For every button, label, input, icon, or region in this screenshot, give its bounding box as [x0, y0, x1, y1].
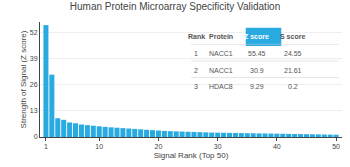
svg-text:30.9: 30.9: [250, 67, 264, 74]
svg-text:0.2: 0.2: [288, 83, 298, 90]
svg-text:13: 13: [30, 107, 38, 114]
svg-text:20: 20: [155, 143, 163, 150]
svg-text:10: 10: [95, 143, 103, 150]
svg-text:Human Protein Microarray Speci: Human Protein Microarray Specificity Val…: [70, 1, 280, 12]
svg-text:26: 26: [30, 81, 38, 88]
svg-text:9.29: 9.29: [250, 83, 264, 90]
svg-text:50: 50: [332, 143, 340, 150]
svg-text:1: 1: [194, 50, 198, 57]
svg-text:52: 52: [30, 29, 38, 36]
svg-text:Protein: Protein: [209, 33, 233, 40]
svg-text:Z score: Z score: [244, 33, 269, 40]
svg-text:24.55: 24.55: [284, 50, 302, 57]
svg-text:NACC1: NACC1: [209, 50, 233, 57]
svg-text:S score: S score: [280, 33, 305, 40]
svg-text:55.45: 55.45: [248, 50, 266, 57]
svg-text:Signal Rank (Top 50): Signal Rank (Top 50): [154, 151, 229, 160]
svg-text:40: 40: [273, 143, 281, 150]
svg-text:Rank: Rank: [188, 33, 205, 40]
svg-text:39: 39: [30, 55, 38, 62]
svg-text:0: 0: [34, 133, 38, 140]
svg-text:21.61: 21.61: [284, 67, 302, 74]
svg-text:HDAC8: HDAC8: [209, 83, 233, 90]
svg-text:30: 30: [214, 143, 222, 150]
svg-text:Strength of Signal (Z score): Strength of Signal (Z score): [19, 30, 28, 128]
svg-text:1: 1: [44, 143, 48, 150]
svg-text:NACC1: NACC1: [209, 67, 233, 74]
svg-text:3: 3: [194, 83, 198, 90]
svg-text:2: 2: [194, 67, 198, 74]
